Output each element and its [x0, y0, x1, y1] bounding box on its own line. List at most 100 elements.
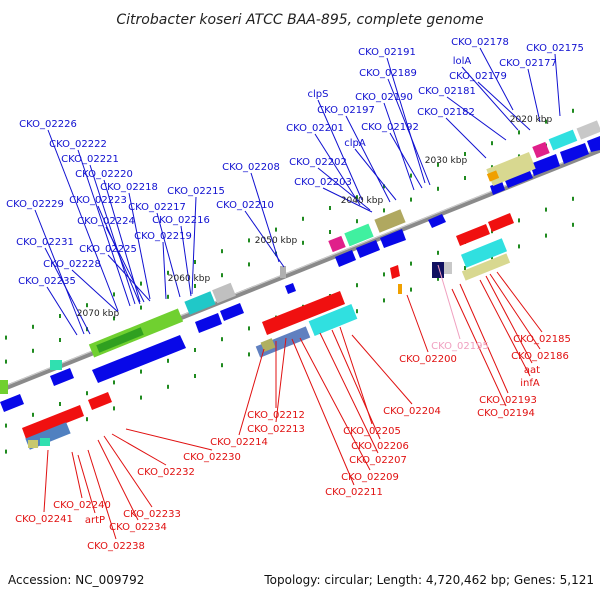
forward-gene-label: CKO_02221: [61, 154, 119, 165]
reverse-gene-label: CKO_02206: [351, 441, 409, 452]
leader-line: [275, 337, 287, 423]
leader-line: [383, 102, 415, 191]
feature-block: [0, 380, 8, 394]
feature-block: [460, 238, 508, 268]
forward-gene-label: CKO_02219: [134, 231, 192, 242]
figure-title: Citrobacter koseri ATCC BAA-895, complet…: [116, 12, 483, 28]
tick-track-group: [5, 108, 574, 454]
gene-label-group: CKO_02178 CKO_02175 CKO_02191 lolA CKO_02177…: [6, 37, 584, 552]
forward-gene-arrow: [0, 394, 24, 412]
reverse-gene-label: CKO_02212: [247, 410, 305, 421]
leader-line: [451, 288, 507, 407]
leader-line: [496, 271, 543, 333]
leader-line: [47, 129, 119, 312]
forward-gene-label: CKO_02201: [286, 123, 344, 134]
forward-gene-label: CKO_02177: [499, 58, 557, 69]
leader-line: [299, 337, 371, 471]
leader-line: [128, 192, 151, 300]
forward-gene-arrow: [356, 240, 380, 258]
forward-gene-label: CKO_02228: [43, 259, 101, 270]
forward-gene-label: CKO_02189: [359, 68, 417, 79]
feature-block: [212, 282, 236, 304]
leader-line: [162, 241, 167, 300]
feature-block: [432, 262, 444, 278]
feature-block: [308, 303, 358, 337]
feature-block: [398, 284, 402, 294]
reverse-gene-label: CKO_02207: [349, 455, 407, 466]
forward-gene-arrow: [220, 303, 244, 321]
forward-gene-label: CKO_02203: [294, 177, 352, 188]
leader-line: [314, 133, 361, 206]
leader-line: [317, 167, 371, 211]
leader-line: [322, 187, 373, 213]
feature-block: [374, 209, 406, 233]
reverse-gene-label: CKO_02233: [123, 509, 181, 520]
kbp-scale-label: 2030 kbp: [425, 156, 468, 166]
feature-block: [40, 438, 50, 446]
reverse-gene-label: CKO_02232: [137, 467, 195, 478]
reverse-gene-label: CKO_02205: [343, 426, 401, 437]
label-leader-lines: [34, 47, 561, 540]
reverse-gene-label: CKO_02214: [210, 437, 268, 448]
leader-line: [477, 81, 531, 131]
reverse-gene-label: CKO_02186: [511, 351, 569, 362]
reverse-gene-label: CKO_02204: [383, 406, 441, 417]
leader-line: [71, 451, 83, 499]
leader-line: [97, 205, 141, 305]
leader-line: [331, 329, 381, 440]
feature-block: [184, 291, 216, 315]
forward-gene-arrow: [530, 154, 560, 176]
forward-gene-label: CKO_02235: [18, 276, 76, 287]
leader-line: [71, 269, 119, 313]
leader-line: [354, 148, 397, 201]
forward-gene-label: CKO_02218: [100, 182, 158, 193]
leader-line: [43, 449, 49, 513]
feature-block: [532, 141, 550, 159]
reverse-gene-label: CKO_02213: [247, 424, 305, 435]
forward-gene-label: CKO_02220: [75, 169, 133, 180]
forward-gene-label: CKO_02215: [167, 186, 225, 197]
feature-block: [576, 120, 600, 140]
leader-line: [103, 435, 153, 508]
leader-line: [156, 212, 181, 298]
leader-line: [111, 433, 167, 466]
forward-gene-label: CKO_02226: [19, 119, 77, 130]
reverse-gene-label: CKO_02238: [87, 541, 145, 552]
reverse-gene-arrow: [88, 392, 112, 410]
leader-line: [387, 78, 431, 186]
forward-gene-arrow: [285, 283, 296, 294]
forward-gene-label: CKO_02231: [16, 237, 74, 248]
reverse-gene-label: CKO_02195: [431, 341, 489, 352]
forward-gene-arrow: [195, 313, 222, 333]
feature-block: [486, 170, 500, 182]
accession-text: Accession: NC_009792: [8, 573, 144, 587]
leader-line: [386, 57, 426, 184]
leader-line: [406, 294, 429, 353]
leader-line: [77, 149, 131, 307]
genome-summary-text: Topology: circular; Length: 4,720,462 bp…: [263, 573, 594, 587]
leader-line: [446, 96, 507, 141]
leader-line: [527, 68, 541, 123]
forward-gene-arrow: [335, 250, 356, 267]
reverse-gene-arrow: [456, 224, 490, 246]
leader-line: [46, 286, 78, 336]
leader-line: [445, 117, 487, 159]
forward-gene-label: CKO_02179: [449, 71, 507, 82]
forward-gene-arrow: [380, 229, 406, 248]
leader-line: [485, 275, 533, 364]
reverse-gene-label: infA: [520, 378, 540, 389]
forward-gene-label: CKO_02210: [216, 200, 274, 211]
reverse-gene-label: artP: [85, 515, 105, 526]
leader-line: [89, 164, 136, 305]
feature-block: [96, 327, 144, 353]
kbp-scale-label: 2040 kbp: [341, 196, 384, 206]
forward-gene-label: CKO_02217: [128, 202, 186, 213]
forward-gene-arrow: [428, 214, 446, 228]
reverse-strand-features: [22, 213, 514, 450]
forward-gene-label: clpA: [344, 138, 366, 149]
reverse-gene-label: CKO_02241: [15, 514, 73, 525]
forward-gene-label: CKO_02202: [289, 157, 347, 168]
leader-line: [479, 279, 531, 377]
